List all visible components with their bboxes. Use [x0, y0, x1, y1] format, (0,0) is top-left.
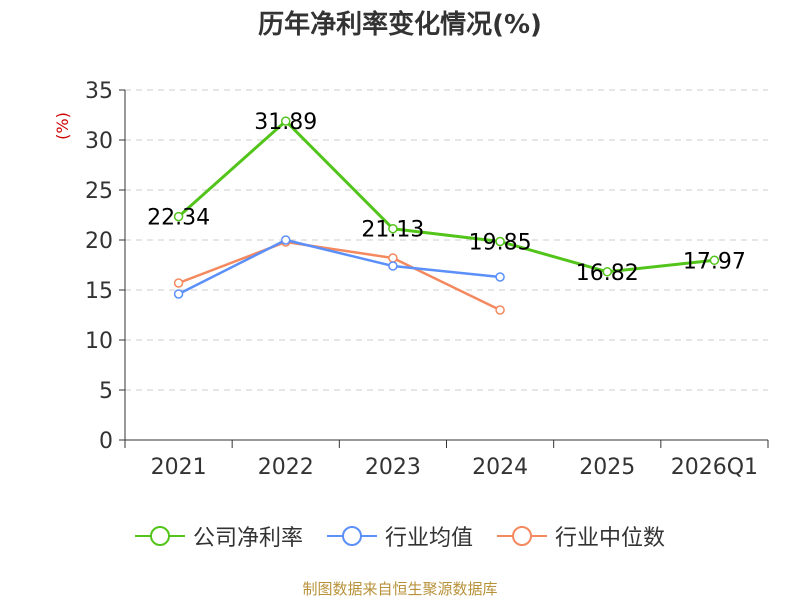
y-axis-label: (%): [53, 112, 72, 140]
data-point: [709, 255, 720, 266]
y-tick-label: 30: [85, 129, 113, 154]
x-tick-label: 2023: [365, 455, 421, 480]
data-label: 16.82: [576, 261, 639, 286]
grid-lines: [125, 89, 768, 391]
data-label: 19.85: [469, 231, 532, 256]
legend-line-marker-icon: [326, 526, 377, 546]
x-tick-label: 2025: [579, 455, 635, 480]
series-line: [178, 238, 501, 296]
legend-label: 行业均值: [384, 526, 473, 551]
x-tick-label: 2026Q1: [671, 455, 758, 480]
data-point: [173, 211, 184, 222]
x-tick-label: 2021: [151, 455, 207, 480]
series-lines: [173, 116, 720, 315]
x-tick-label: 2024: [472, 455, 528, 480]
legend-item-company[interactable]: 公司净利率: [134, 520, 303, 552]
data-point: [602, 267, 612, 277]
data-point: [495, 272, 505, 282]
legend-line-marker-icon: [134, 526, 185, 546]
data-point: [388, 223, 398, 234]
data-point: [495, 305, 505, 315]
x-tick-label: 2022: [258, 455, 314, 480]
series-line: [178, 240, 501, 312]
y-tick-label: 15: [85, 279, 113, 304]
legend-line-marker-icon: [497, 526, 547, 546]
y-tick-label: 5: [99, 379, 113, 404]
series-line: [177, 119, 715, 274]
data-labels: 22.34 31.89 21.13 19.85 16.82 17.97: [147, 110, 746, 286]
legend-label: 公司净利率: [192, 526, 303, 551]
legend-item-industry-median[interactable]: 行业中位数: [497, 520, 665, 552]
data-point: [388, 253, 398, 263]
source-note: 制图数据来自恒生聚源数据库: [302, 580, 498, 598]
chart-title: 历年净利率变化情况(%): [258, 10, 542, 40]
legend: 公司净利率 行业均值 行业中位数: [0, 520, 800, 552]
data-point: [281, 116, 291, 126]
data-point: [173, 289, 184, 299]
y-tick-label: 0: [99, 429, 113, 454]
y-tick-label: 20: [85, 229, 113, 254]
data-label: 31.89: [254, 110, 317, 135]
data-point: [173, 278, 184, 288]
y-tick-label: 25: [85, 179, 113, 204]
data-point: [281, 235, 291, 245]
data-point: [388, 261, 398, 271]
y-tick-label: 10: [85, 329, 113, 354]
legend-label: 行业中位数: [555, 526, 666, 551]
data-point: [495, 236, 505, 247]
data-label: 22.34: [147, 206, 210, 231]
legend-item-industry-mean[interactable]: 行业均值: [326, 520, 473, 552]
data-label: 21.13: [361, 218, 424, 243]
y-tick-label: 35: [85, 79, 113, 104]
data-label: 17.97: [683, 249, 746, 274]
